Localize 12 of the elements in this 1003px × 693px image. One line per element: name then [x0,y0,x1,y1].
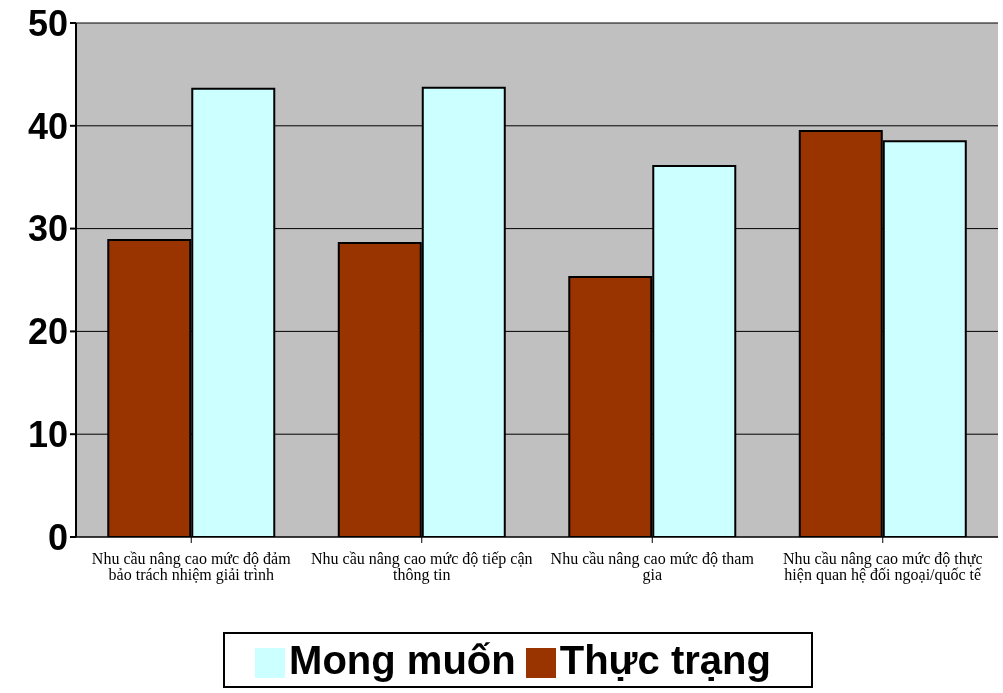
y-tick-label: 30 [27,208,68,250]
legend-label: Thực trạng [559,638,771,682]
y-tick-label: 50 [27,2,68,44]
y-tick-label: 40 [27,105,68,147]
y-tick-label: 10 [27,413,68,455]
y-tick-label: 20 [27,311,68,353]
legend-label: Mong muốn [289,638,516,682]
y-tick-label: 0 [47,516,68,558]
x-tick-label: Nhu cầu nâng cao mức độ tham gia [550,550,755,585]
x-tick-label: Nhu cầu nâng cao mức độ đảm bảo trách nhiệm giải trình [91,550,292,585]
x-tick-label: Nhu cầu nâng cao mức độ thực hiện quan hệ đối ngoại/quốc tế [783,550,983,585]
x-tick-label: Nhu cầu nâng cao mức độ tiếp cận thông tin [311,550,533,585]
